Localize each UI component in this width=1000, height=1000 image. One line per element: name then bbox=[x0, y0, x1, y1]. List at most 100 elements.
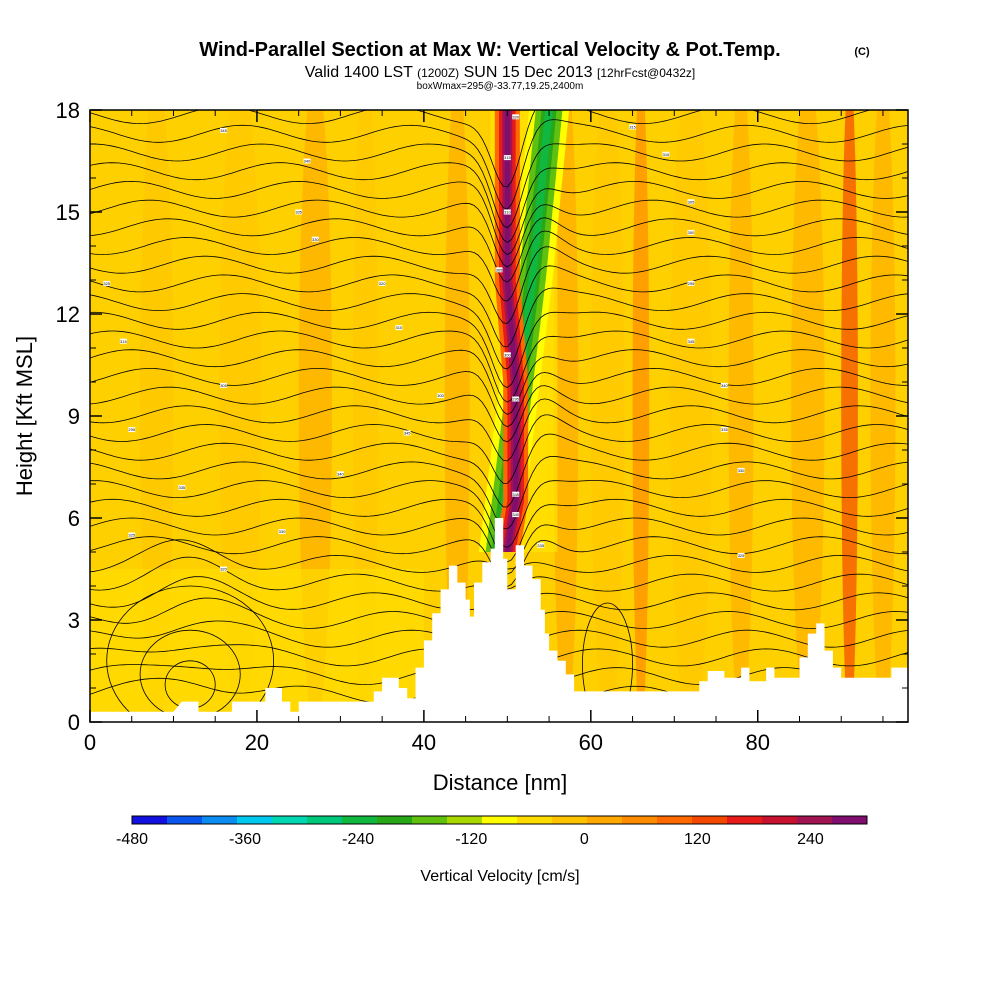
y-tick-label: 12 bbox=[56, 302, 80, 327]
chart-subtitle: Valid 1400 LST (1200Z) SUN 15 Dec 2013 [… bbox=[305, 64, 696, 81]
theta-contour bbox=[106, 585, 275, 722]
contour-label-box bbox=[512, 512, 520, 518]
contour-label: 335 bbox=[295, 209, 303, 215]
contour-label: 305 bbox=[687, 199, 695, 204]
contour-label-text: 295 bbox=[688, 281, 695, 286]
contour-label-text: 310 bbox=[663, 152, 670, 157]
colorbar-tick-label: -360 bbox=[229, 831, 261, 848]
contour-label-box bbox=[629, 124, 637, 130]
velocity-streak bbox=[632, 110, 650, 722]
contour-label: 300 bbox=[687, 229, 695, 235]
theta-contour bbox=[90, 199, 908, 268]
colorbar-label: Vertical Velocity [cm/s] bbox=[420, 868, 579, 885]
theta-contour bbox=[90, 162, 908, 243]
y-tick-label: 0 bbox=[68, 710, 80, 735]
contour-label-text: 305 bbox=[688, 199, 695, 204]
contour-label-box bbox=[512, 114, 520, 120]
colorbar-swatch bbox=[517, 816, 553, 824]
theta-contour bbox=[90, 180, 908, 256]
colorbar-swatch bbox=[377, 816, 413, 824]
contour-label-box bbox=[336, 471, 344, 477]
contour-label-text: 320 bbox=[379, 281, 386, 286]
contour-label-text: 345 bbox=[688, 339, 695, 344]
colorbar-swatch bbox=[692, 816, 728, 824]
theta-contour bbox=[90, 287, 908, 370]
contour-label-box bbox=[311, 236, 319, 242]
contour-label-text: 300 bbox=[504, 352, 511, 357]
theta-contour bbox=[90, 110, 872, 188]
contour-label-text: 315 bbox=[504, 155, 511, 160]
theta-contour bbox=[90, 143, 908, 229]
velocity-streak bbox=[870, 110, 896, 722]
contour-label-box bbox=[503, 155, 511, 161]
contour-label-text: 300 bbox=[688, 230, 695, 235]
contour-label-box bbox=[720, 427, 728, 433]
contour-label: 330 bbox=[278, 529, 286, 534]
contour-label-box bbox=[220, 127, 228, 133]
contour-label: 325 bbox=[737, 552, 745, 558]
contour-label-box bbox=[512, 396, 520, 402]
contour-label-box bbox=[128, 532, 136, 538]
y-tick-label: 15 bbox=[56, 200, 80, 225]
colorbar-swatch bbox=[797, 816, 833, 824]
contour-label-box bbox=[278, 529, 286, 535]
theta-contour bbox=[90, 330, 908, 403]
contour-label-box bbox=[687, 280, 695, 286]
contour-label: 345 bbox=[687, 338, 695, 344]
colorbar-swatch bbox=[482, 816, 518, 824]
y-tick-label: 3 bbox=[68, 608, 80, 633]
contour-label-text: 325 bbox=[103, 281, 110, 286]
theta-contour bbox=[90, 311, 908, 389]
theta-contour bbox=[90, 265, 908, 348]
contour-label: 330 bbox=[737, 467, 745, 473]
contour-label-box bbox=[437, 393, 445, 399]
contour-label-text: 335 bbox=[721, 427, 728, 432]
theta-contour bbox=[90, 349, 908, 415]
contour-label-text: 330 bbox=[279, 529, 286, 534]
colorbar-tick-label: -240 bbox=[342, 831, 374, 848]
contour-label-box bbox=[537, 542, 545, 548]
contour-label: 320 bbox=[512, 114, 520, 119]
contour-label-text: 300 bbox=[437, 393, 444, 398]
contour-label: 320 bbox=[378, 280, 386, 286]
contour-label-box bbox=[512, 491, 520, 497]
contour-label-box bbox=[378, 280, 386, 286]
contour-label-text: 335 bbox=[178, 485, 185, 490]
contour-label: 295 bbox=[512, 396, 520, 402]
x-tick-label: 0 bbox=[84, 730, 96, 755]
colorbar-frame bbox=[131, 815, 868, 825]
contour-label: 300 bbox=[437, 393, 445, 398]
contour-label-text: 335 bbox=[295, 210, 302, 215]
theta-contour bbox=[90, 398, 908, 462]
colorbar-swatch bbox=[307, 816, 343, 824]
contour-label: 345 bbox=[220, 127, 228, 133]
contour-label-text: 305 bbox=[496, 267, 503, 272]
colorbar-swatch bbox=[622, 816, 658, 824]
contour-label-text: 340 bbox=[721, 383, 728, 388]
contour-label: 315 bbox=[629, 124, 637, 130]
axes: 0 20 40 60 80 0 3 6 9 12 15 18 bbox=[56, 98, 908, 755]
colorbar-tick-label: 240 bbox=[797, 831, 824, 848]
theta-contour bbox=[90, 217, 908, 283]
contour-label-box bbox=[128, 427, 136, 433]
contour-label-text: 345 bbox=[404, 431, 411, 436]
velocity-streak bbox=[670, 110, 712, 722]
colorbar-tick-label: -480 bbox=[116, 831, 148, 848]
contour-label: 335 bbox=[537, 542, 545, 548]
chart-title-mark: (C) bbox=[854, 46, 870, 58]
colorbar-swatch bbox=[762, 816, 798, 824]
chart-title: Wind-Parallel Section at Max W: Vertical… bbox=[199, 39, 780, 61]
x-tick-label: 40 bbox=[412, 730, 436, 755]
colorbar-swatch bbox=[552, 816, 588, 824]
contour-label: 340 bbox=[720, 382, 728, 388]
x-axis-label: Distance [nm] bbox=[433, 770, 568, 795]
x-tick-label: 60 bbox=[579, 730, 603, 755]
contour-label: 340 bbox=[336, 471, 345, 477]
contour-label-text: 340 bbox=[337, 471, 344, 476]
subtitle-forecast: [12hrFcst@0432z] bbox=[597, 66, 695, 80]
theta-contour bbox=[90, 433, 908, 508]
y-tick-label: 6 bbox=[68, 506, 80, 531]
colorbar-tick-label: 0 bbox=[580, 831, 589, 848]
contour-label-box bbox=[303, 158, 311, 164]
subtitle-valid: Valid 1400 LST bbox=[305, 64, 413, 81]
